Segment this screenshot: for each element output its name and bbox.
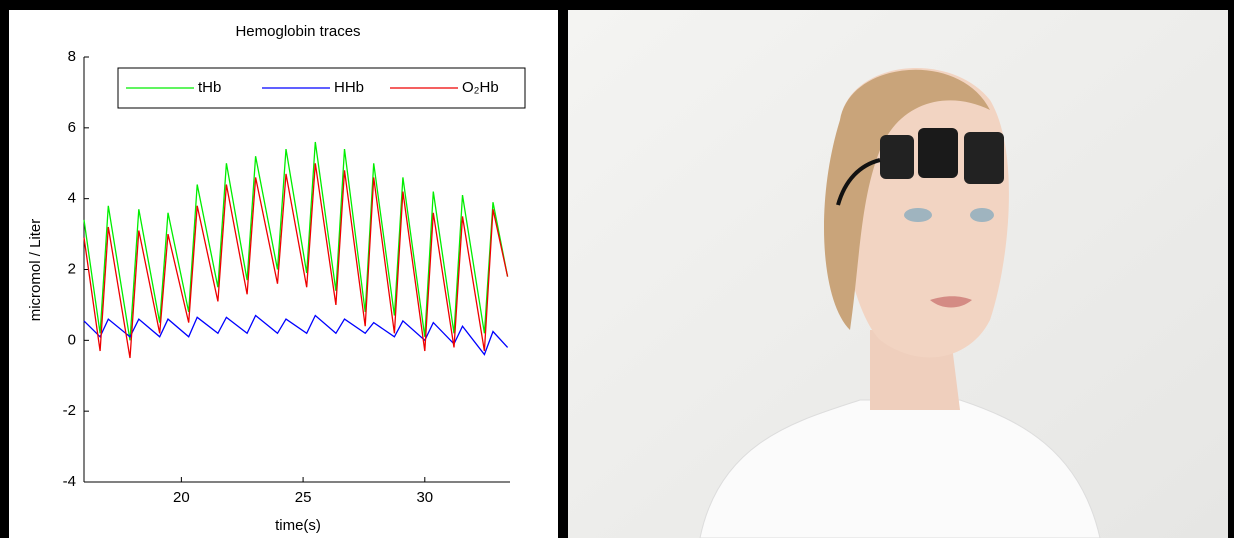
hair xyxy=(823,69,990,330)
y-tick-label: -4 xyxy=(63,473,76,490)
eye xyxy=(904,208,932,222)
chart-title: Hemoglobin traces xyxy=(235,23,360,40)
legend-label: tHb xyxy=(198,79,221,96)
legend-label: O₂Hb xyxy=(462,79,499,96)
lips xyxy=(930,296,972,308)
sensor xyxy=(918,128,958,178)
eye xyxy=(970,208,994,222)
y-axis-label: micromol / Liter xyxy=(27,219,44,322)
y-tick-label: 6 xyxy=(68,119,76,136)
y-tick-label: 4 xyxy=(68,190,76,207)
sensor xyxy=(964,132,1004,184)
cable xyxy=(836,158,881,206)
line xyxy=(83,163,509,359)
x-tick-label: 30 xyxy=(416,489,433,506)
line xyxy=(83,314,509,356)
x-tick-label: 20 xyxy=(173,489,190,506)
sensor xyxy=(880,135,914,179)
x-tick-label: 25 xyxy=(295,489,312,506)
legend-label: HHb xyxy=(334,79,364,96)
y-tick-label: 0 xyxy=(68,331,76,348)
y-tick-label: -2 xyxy=(63,402,76,419)
y-tick-label: 2 xyxy=(68,260,76,277)
photo-panel xyxy=(568,10,1228,538)
y-tick-label: 8 xyxy=(68,48,76,65)
line xyxy=(83,141,509,341)
x-axis-label: time(s) xyxy=(275,517,321,534)
